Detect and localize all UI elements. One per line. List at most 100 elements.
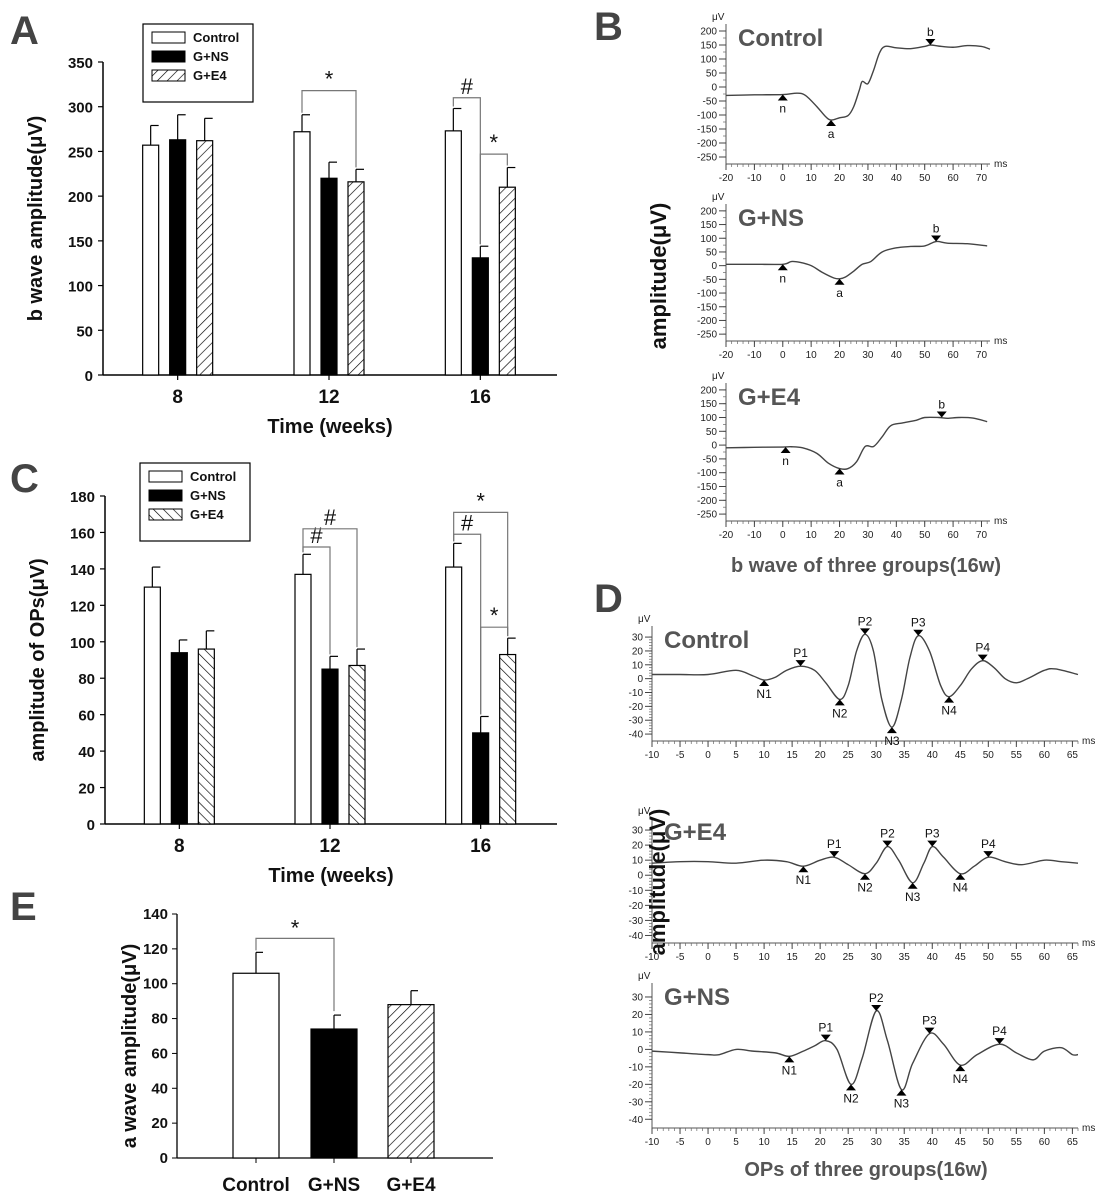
trace-group-label: G+E4 — [664, 819, 727, 846]
y-tick-label: 30 — [632, 992, 644, 1003]
x-tick-label: 0 — [705, 750, 711, 761]
marker-label: P1 — [818, 1021, 833, 1035]
bar-Control-8 — [143, 586, 161, 825]
marker-n — [777, 94, 788, 101]
y-unit-label: μV — [712, 12, 725, 23]
x-tick-label: 20 — [815, 750, 827, 761]
legend-label: Control — [190, 469, 236, 484]
y-tick-label: 150 — [68, 234, 93, 251]
x-tick-label: 45 — [955, 1137, 967, 1148]
trace-group-label: G+NS — [738, 205, 804, 232]
x-tick-label: -5 — [676, 750, 685, 761]
x-tick-label: 50 — [919, 173, 931, 184]
y-tick-label: -50 — [703, 454, 718, 465]
marker-P2 — [860, 628, 870, 635]
bar-Control-12 — [294, 573, 312, 825]
waveform-trace-Control — [652, 633, 1079, 728]
legend-label: G+E4 — [190, 507, 224, 522]
y-tick-label: 200 — [700, 27, 717, 38]
x-tick-label: 10 — [759, 750, 771, 761]
trace-panel-G+NS: -20 -10 0 10 20 30 40 50 60 70200150100500-50-100… — [697, 192, 1007, 361]
marker-label: P3 — [911, 616, 926, 630]
marker-N2 — [860, 873, 870, 880]
y-tick-label: 20 — [632, 1010, 644, 1021]
x-tick-label: 45 — [955, 750, 967, 761]
trace-group-label: G+NS — [664, 984, 730, 1011]
trace-panel-Control: -10 -5 0 5 10 15 20 25 30 35 40 45 50 55 60 65 30 20 10 0 -1… — [629, 614, 1096, 761]
y-tick-label: -200 — [697, 139, 717, 150]
y-tick-label: 0 — [637, 674, 643, 685]
x-tick-label: 70 — [976, 530, 988, 541]
x-tick-label: 60 — [1039, 750, 1051, 761]
y-tick-label: 30 — [632, 633, 644, 644]
legend: Control G+NS G+E4 — [139, 462, 251, 542]
x-unit-label: ms — [1082, 736, 1095, 747]
x-tick-label: 25 — [843, 952, 855, 963]
x-tick-label: 10 — [806, 173, 818, 184]
marker-label: P3 — [922, 1014, 937, 1028]
bar-G+E4-16 — [499, 653, 517, 825]
x-unit-label: ms — [1082, 938, 1095, 949]
y-tick-label: -200 — [697, 316, 717, 327]
panel-title: b wave of three groups(16w) — [731, 555, 1001, 577]
x-tick-label: 40 — [891, 350, 903, 361]
marker-label: P4 — [975, 641, 990, 655]
x-tick-label: 35 — [899, 1137, 911, 1148]
y-tick-label: 120 — [143, 941, 168, 958]
marker-N4 — [955, 1065, 966, 1072]
y-tick-label: -30 — [629, 1097, 644, 1108]
x-tick-label: 60 — [948, 530, 960, 541]
y-tick-label: -250 — [697, 153, 717, 164]
x-tick-label: 70 — [976, 350, 988, 361]
x-tick-label: 0 — [780, 350, 786, 361]
y-tick-label: 20 — [632, 646, 644, 657]
y-tick-label: -40 — [629, 730, 644, 741]
marker-label: N3 — [894, 1097, 910, 1111]
waveform-trace-G+E4 — [725, 416, 988, 471]
significance-bracket — [453, 511, 509, 637]
panel-b-chart: -20 -10 0 10 20 30 40 50 60 70200150100500-50-100… — [646, 12, 1007, 577]
x-tick-label: 30 — [871, 952, 883, 963]
x-tick-label: -10 — [645, 1137, 660, 1148]
x-tick-label: 5 — [733, 750, 739, 761]
y-tick-label: 150 — [700, 399, 717, 410]
y-tick-label: 0 — [711, 261, 717, 272]
y-tick-label: 0 — [711, 83, 717, 94]
panel-d-chart: -10 -5 0 5 10 15 20 25 30 35 40 45 50 55 60 653020100-1… — [629, 614, 1096, 1181]
y-tick-label: 0 — [711, 441, 717, 452]
y-tick-label: 100 — [70, 635, 95, 652]
marker-label: N4 — [953, 1072, 969, 1086]
y-tick-label: 40 — [151, 1080, 168, 1097]
x-tick-label: 40 — [891, 530, 903, 541]
marker-n — [780, 447, 791, 454]
marker-label: N1 — [782, 1063, 798, 1077]
x-tick-label: -10 — [645, 750, 660, 761]
significance-bracket — [479, 153, 508, 245]
x-tick-label: 30 — [862, 350, 874, 361]
trace-panel-G+E4: -10 -5 0 5 10 15 20 25 30 35 40 45 50 55 60 65 30 20 10 0 -1… — [629, 806, 1096, 963]
significance-marker: * — [490, 603, 499, 628]
y-tick-label: 100 — [700, 55, 717, 66]
y-tick-label: 50 — [76, 323, 93, 340]
marker-N2 — [845, 1084, 856, 1091]
legend-swatch-Control — [148, 470, 183, 483]
bar-G+E4-8 — [196, 140, 214, 376]
y-tick-label: 100 — [143, 976, 168, 993]
y-tick-label: 250 — [68, 144, 93, 161]
marker-N4 — [955, 873, 966, 880]
x-tick-label: -10 — [645, 952, 660, 963]
marker-label: n — [779, 271, 786, 285]
significance-marker: * — [476, 488, 485, 513]
marker-N3 — [896, 1089, 907, 1096]
x-unit-label: ms — [994, 516, 1007, 527]
y-unit-label: μV — [712, 192, 725, 203]
x-tick-label: 55 — [1011, 1137, 1023, 1148]
bar-G+NS-12 — [320, 177, 338, 376]
x-tick-label: 35 — [899, 750, 911, 761]
x-unit-label: ms — [1082, 1123, 1095, 1134]
y-tick-label: 10 — [632, 660, 644, 671]
panel-title: OPs of three groups(16w) — [744, 1159, 987, 1181]
y-tick-label: 0 — [87, 817, 95, 834]
y-tick-label: -100 — [697, 111, 717, 122]
